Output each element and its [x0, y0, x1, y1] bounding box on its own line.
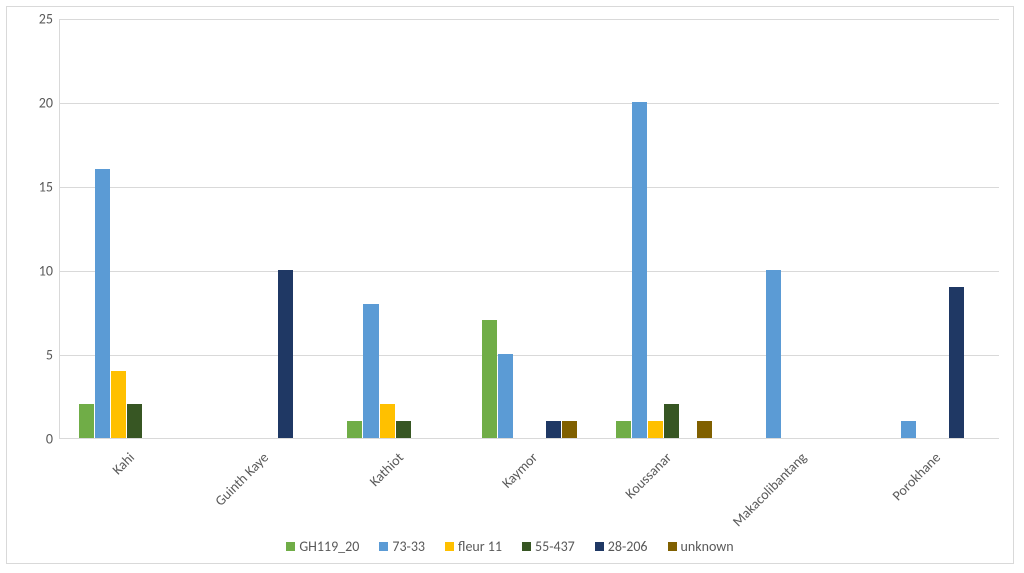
legend-label: 73-33 — [392, 538, 425, 555]
bar — [278, 270, 293, 438]
bar — [111, 371, 126, 438]
bar — [95, 169, 110, 438]
bar — [766, 270, 781, 438]
y-tick-label: 15 — [7, 179, 53, 196]
legend-label: GH119_20 — [299, 538, 359, 555]
legend-item: 28-206 — [595, 537, 648, 555]
x-tick-label: Guinth Kaye — [212, 449, 272, 509]
legend-swatch — [595, 542, 604, 551]
bar — [498, 354, 513, 438]
bar — [664, 404, 679, 438]
bar — [648, 421, 663, 438]
bar — [616, 421, 631, 438]
legend-label: fleur 11 — [458, 538, 502, 555]
x-tick-label: Porokhane — [889, 449, 944, 504]
legend-swatch — [445, 542, 454, 551]
x-tick-label: Kaymor — [498, 449, 541, 492]
bar — [363, 304, 378, 438]
legend-item: 55-437 — [522, 537, 575, 555]
legend-swatch — [668, 542, 677, 551]
x-tick-label: Makacolibantang — [729, 449, 810, 530]
chart-frame: 0510152025 KahiGuinth KayeKathiotKaymorK… — [6, 6, 1014, 564]
legend-label: 55-437 — [535, 538, 575, 555]
gridline — [60, 355, 999, 356]
x-tick-label: Koussanar — [622, 449, 675, 502]
plot-area — [59, 19, 999, 439]
bar — [380, 404, 395, 438]
legend-label: 28-206 — [608, 538, 648, 555]
bar — [632, 102, 647, 438]
gridline — [60, 19, 999, 20]
y-tick-label: 20 — [7, 95, 53, 112]
legend-label: unknown — [681, 538, 734, 555]
bar — [949, 287, 964, 438]
y-tick-label: 5 — [7, 347, 53, 364]
y-tick-label: 10 — [7, 263, 53, 280]
bar — [901, 421, 916, 438]
gridline — [60, 103, 999, 104]
legend-item: fleur 11 — [445, 537, 502, 555]
gridline — [60, 187, 999, 188]
legend-swatch — [522, 542, 531, 551]
bar — [482, 320, 497, 438]
legend-item: unknown — [668, 537, 734, 555]
x-tick-label: Kathiot — [366, 449, 407, 490]
bar — [79, 404, 94, 438]
legend-swatch — [286, 542, 295, 551]
bar — [562, 421, 577, 438]
legend-swatch — [379, 542, 388, 551]
legend-item: GH119_20 — [286, 537, 359, 555]
bar — [697, 421, 712, 438]
y-tick-label: 25 — [7, 11, 53, 28]
gridline — [60, 271, 999, 272]
bar — [127, 404, 142, 438]
legend-item: 73-33 — [379, 537, 425, 555]
x-tick-label: Kahi — [109, 449, 138, 478]
y-tick-label: 0 — [7, 431, 53, 448]
bar — [396, 421, 411, 438]
x-axis-labels: Kahi Guinth Kaye Kathiot Kaymor Koussanar Mak… — [59, 443, 999, 533]
legend: GH119_20 73-33 fleur 11 55-437 28-206 unknown — [7, 537, 1013, 555]
bar — [546, 421, 561, 438]
bar — [347, 421, 362, 438]
